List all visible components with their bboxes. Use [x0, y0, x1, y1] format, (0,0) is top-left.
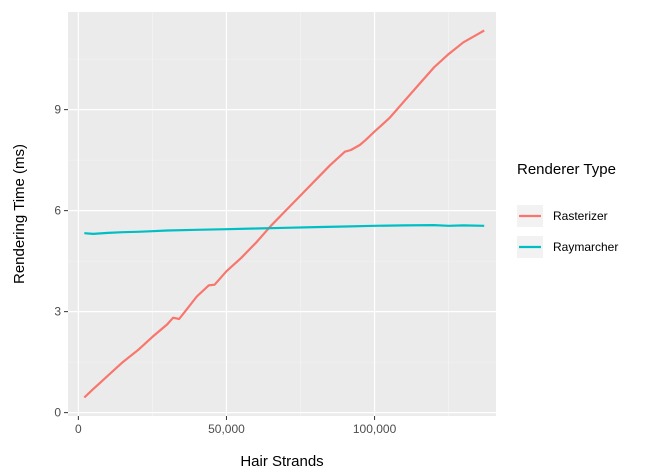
x-axis-title: Hair Strands	[240, 453, 323, 470]
y-tick-label: 9	[54, 103, 61, 117]
series-line-raymarcher	[84, 224, 485, 235]
y-tick-label: 6	[54, 204, 61, 218]
major-gridlines	[68, 12, 496, 416]
axes: 0 50,000 100,000 0 3 6 9	[54, 103, 396, 436]
legend-label-rasterizer: Rasterizer	[553, 209, 608, 223]
series-lines	[83, 29, 485, 399]
x-tick-label: 100,000	[353, 422, 397, 436]
x-tick-label: 50,000	[208, 422, 245, 436]
minor-gridlines	[68, 12, 496, 416]
series-line-rasterizer	[83, 29, 485, 399]
legend-title: Renderer Type	[517, 161, 616, 178]
y-tick-label: 0	[54, 406, 61, 420]
y-axis-title: Rendering Time (ms)	[11, 144, 28, 284]
y-tick-label: 3	[54, 305, 61, 319]
x-tick-label: 0	[75, 422, 82, 436]
legend-label-raymarcher: Raymarcher	[553, 240, 618, 254]
legend: Renderer Type Rasterizer Raymarcher	[517, 161, 618, 258]
